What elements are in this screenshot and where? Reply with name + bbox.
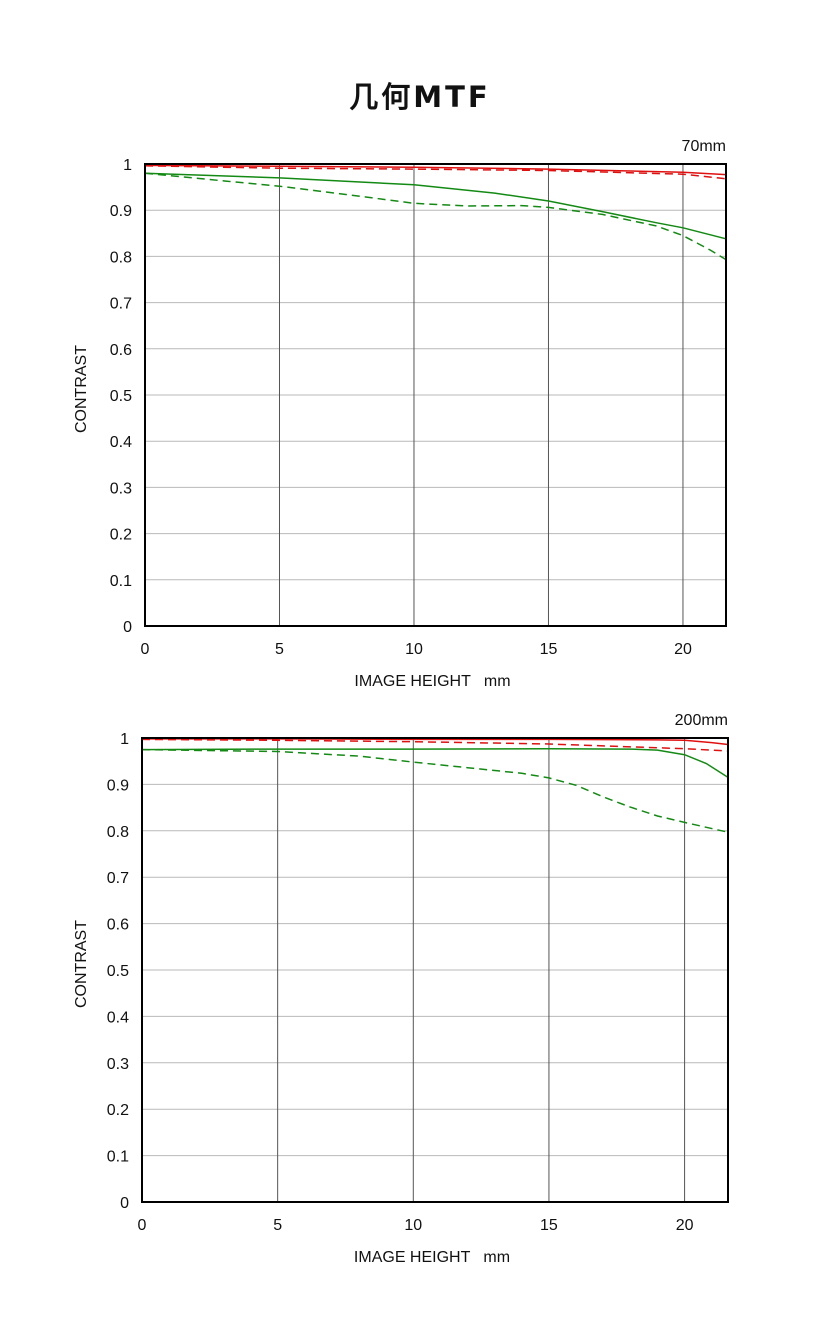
x-tick-label: 5: [273, 1217, 282, 1234]
x-tick-label: 10: [404, 1217, 422, 1234]
mtf-series-line-2: [141, 738, 729, 752]
y-tick-label: 0.4: [107, 1009, 129, 1026]
y-tick-label: 0.9: [110, 203, 132, 220]
y-tick-label: 0.4: [110, 434, 132, 451]
focal-length-label: 200mm: [675, 712, 728, 729]
x-tick-label: 0: [138, 1217, 147, 1234]
x-tick-label: 15: [540, 641, 558, 658]
x-axis-label: IMAGE HEIGHT mm: [354, 673, 510, 690]
plot-frame: [141, 737, 729, 1203]
mtf-series-line-3: [141, 747, 729, 779]
y-tick-label: 0.5: [110, 388, 132, 405]
mtf-series-line-4: [144, 172, 727, 261]
y-tick-label: 0.9: [107, 777, 129, 794]
y-tick-label: 0.7: [110, 296, 132, 313]
mtf-series-line-1: [144, 164, 727, 176]
y-tick-label: 0.8: [107, 824, 129, 841]
mtf-series-line-4: [141, 748, 729, 833]
y-tick-label: 1: [123, 157, 132, 174]
page-title: 几何MTF: [349, 80, 491, 114]
y-tick-label: 0.6: [107, 917, 129, 934]
x-tick-label: 10: [405, 641, 423, 658]
x-tick-label: 0: [141, 641, 150, 658]
y-axis-label: CONTRAST: [73, 920, 90, 1008]
x-axis-label: IMAGE HEIGHT mm: [354, 1249, 510, 1266]
y-tick-label: 0.2: [107, 1102, 129, 1119]
y-tick-label: 0: [123, 619, 132, 636]
mtf-chart-200mm: 00.10.20.30.40.50.60.70.80.910 5 10 15 20200…: [73, 712, 729, 1266]
x-tick-label: 20: [674, 641, 692, 658]
y-tick-label: 0.2: [110, 527, 132, 544]
y-tick-label: 0: [120, 1195, 129, 1212]
y-tick-label: 0.5: [107, 963, 129, 980]
y-tick-label: 0.6: [110, 342, 132, 359]
y-tick-label: 0.1: [110, 573, 132, 590]
y-tick-label: 1: [120, 731, 129, 748]
y-tick-label: 0.8: [110, 249, 132, 266]
y-tick-label: 0.1: [107, 1149, 129, 1166]
x-tick-label: 5: [275, 641, 284, 658]
y-tick-label: 0.3: [110, 480, 132, 497]
plot-frame: [144, 163, 727, 627]
y-tick-label: 0.3: [107, 1056, 129, 1073]
mtf-series-line-3: [144, 172, 727, 240]
y-axis-label: CONTRAST: [73, 345, 90, 433]
y-tick-label: 0.7: [107, 870, 129, 887]
mtf-chart-70mm: 00.10.20.30.40.50.60.70.80.910 5 10 15 2070m…: [73, 138, 727, 690]
focal-length-label: 70mm: [682, 138, 726, 155]
x-tick-label: 20: [676, 1217, 694, 1234]
x-tick-label: 15: [540, 1217, 558, 1234]
